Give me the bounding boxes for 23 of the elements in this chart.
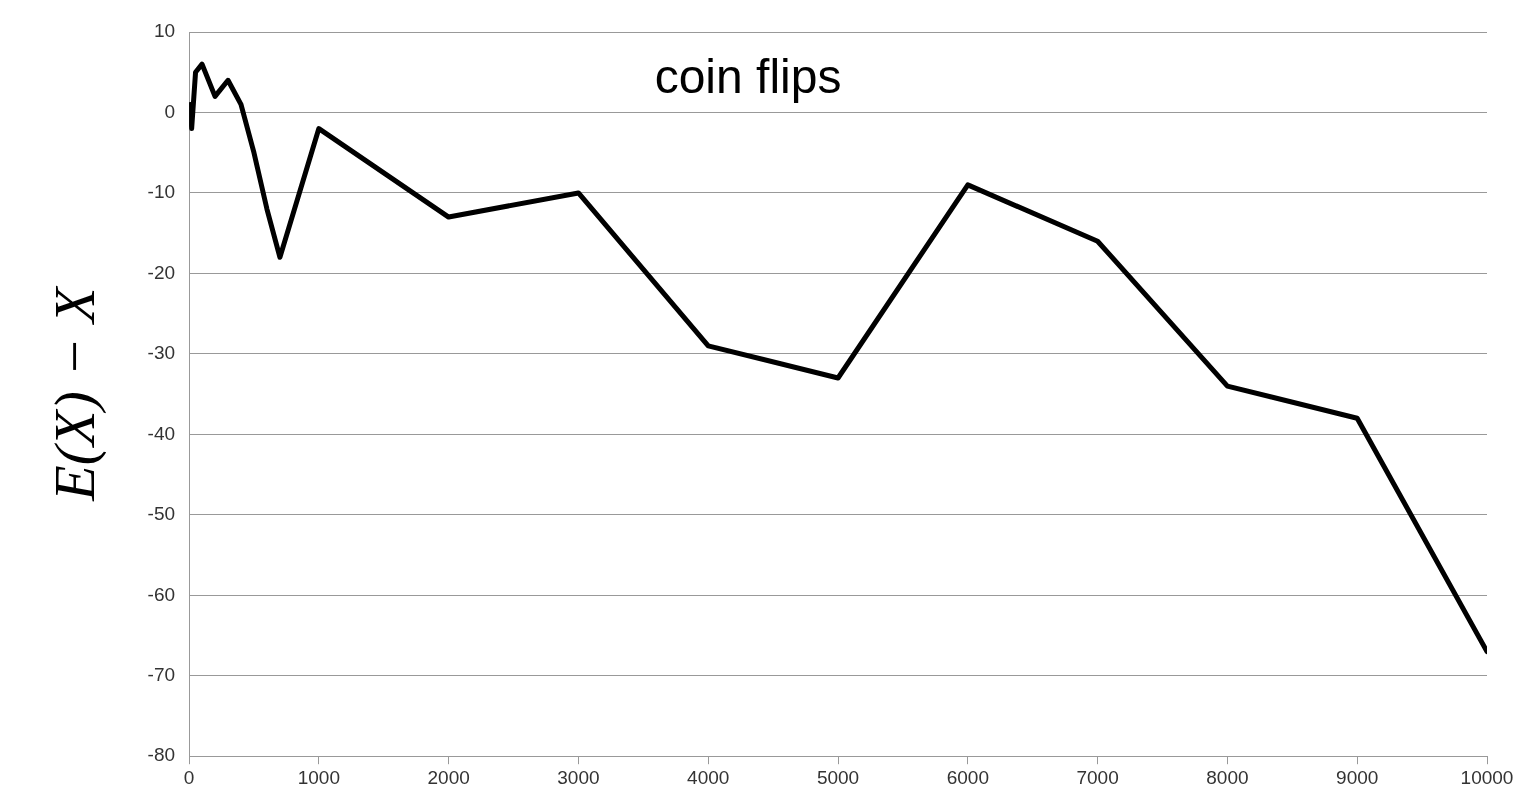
- x-tick-label: 3000: [557, 766, 600, 788]
- x-tick-label: 0: [183, 766, 195, 788]
- y-tick-label: -50: [147, 503, 176, 525]
- y-tick-label: -30: [147, 342, 176, 364]
- y-tick-label: -20: [147, 261, 176, 283]
- x-tick-label: 5000: [816, 766, 860, 788]
- y-tick-label: 0: [164, 100, 176, 122]
- x-tick-label: 7000: [1076, 766, 1119, 788]
- y-tick-label: -60: [147, 583, 176, 605]
- y-tick-label: -70: [147, 663, 176, 685]
- x-tick-label: 8000: [1206, 766, 1249, 788]
- x-tick-label: 10000: [1460, 766, 1514, 788]
- chart-title: coin flips: [654, 50, 842, 104]
- x-tick-label: 6000: [946, 766, 989, 788]
- y-tick-label: -40: [147, 422, 176, 444]
- y-tick-label: 10: [153, 20, 176, 42]
- y-tick-label: -80: [147, 744, 176, 766]
- x-tick-label: 4000: [687, 766, 730, 788]
- y-axis-title: E(X) − X: [42, 285, 108, 502]
- x-tick-label: 9000: [1336, 766, 1379, 788]
- x-tick-label: 2000: [427, 766, 470, 788]
- x-tick-label: 1000: [297, 766, 340, 788]
- y-tick-label: -10: [147, 181, 176, 203]
